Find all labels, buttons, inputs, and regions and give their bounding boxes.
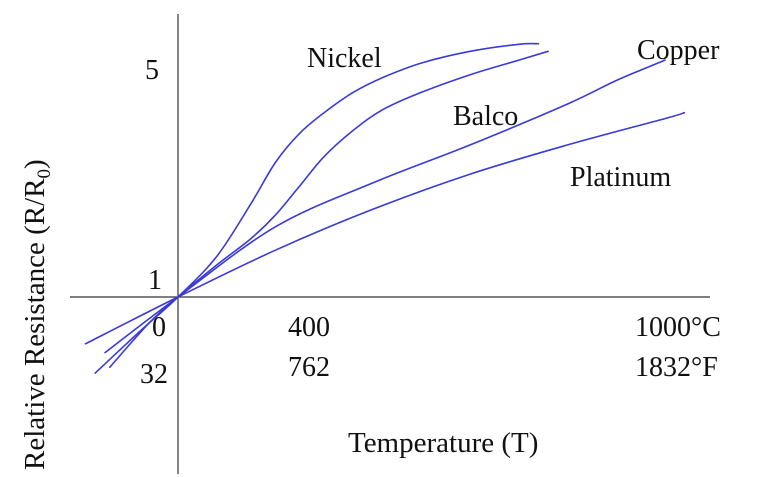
y-tick-label-1: 1 <box>148 265 162 296</box>
annotation-balco: Balco <box>453 101 518 132</box>
series-line-platinum <box>84 111 686 345</box>
series-lines <box>84 42 686 374</box>
x-tick-label-1000c: 1000°C <box>635 312 721 343</box>
x-tick-label-32f: 32 <box>140 359 168 390</box>
series-line-copper <box>104 59 666 354</box>
x-tick-label-0c: 0 <box>152 312 166 343</box>
y-tick-label-5: 5 <box>145 55 159 86</box>
y-axis-title-main: Relative Resistance (R/R <box>19 178 51 470</box>
y-axis-title: Relative Resistance (R/R0) <box>19 159 55 470</box>
y-axis-title-subscript: 0 <box>34 169 55 179</box>
x-axis-title: Temperature (T) <box>348 427 538 459</box>
x-tick-label-400c: 400 <box>288 312 330 343</box>
annotation-copper: Copper <box>637 35 720 66</box>
annotation-platinum: Platinum <box>570 162 671 193</box>
y-axis-title-close: ) <box>19 159 51 169</box>
x-tick-label-762f: 762 <box>288 352 330 383</box>
x-tick-label-1832f: 1832°F <box>635 352 718 383</box>
annotation-nickel: Nickel <box>307 43 382 74</box>
